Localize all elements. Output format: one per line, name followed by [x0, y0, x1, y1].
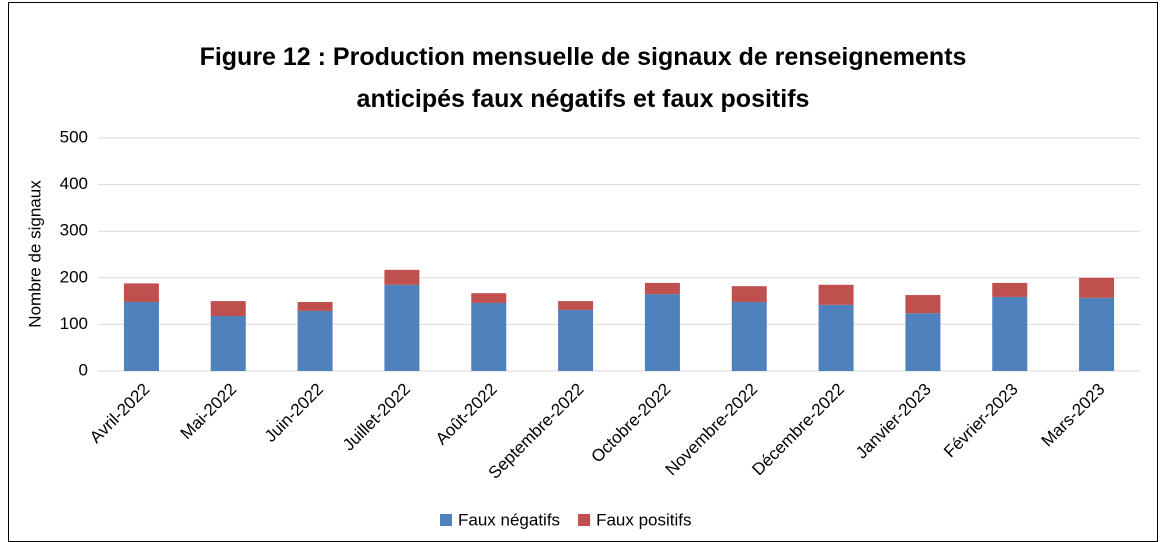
legend-label: Faux négatifs [458, 510, 560, 529]
bar-segment [818, 304, 854, 371]
x-tick-label: Mars-2023 [1038, 380, 1109, 451]
legend-label: Faux positifs [596, 510, 691, 529]
bar-segment [731, 286, 767, 303]
bar-segment [210, 301, 246, 317]
x-tick-label: Avril-2022 [86, 380, 153, 447]
y-tick-label: 0 [79, 360, 88, 379]
x-tick-label: Juin-2022 [261, 380, 327, 446]
bar-segment [123, 302, 159, 371]
legend-swatch [440, 514, 452, 526]
bar-segment [644, 294, 680, 371]
y-tick-label: 400 [60, 174, 88, 193]
bar-segment [731, 302, 767, 371]
legend-swatch [578, 514, 591, 526]
y-tick-label: 200 [60, 267, 88, 286]
x-tick-label: Août-2022 [432, 380, 501, 449]
x-tick-label: Novembre-2022 [662, 380, 762, 480]
chart-title: Figure 12 : Production mensuelle de sign… [199, 43, 967, 113]
y-tick-label: 100 [60, 314, 88, 333]
bar-segment [905, 295, 941, 314]
bar-segment [210, 316, 246, 371]
bar-segment [992, 296, 1028, 371]
x-tick-label: Octobre-2022 [587, 380, 674, 467]
bar-segment [992, 282, 1028, 297]
x-tick-label: Janvier-2023 [852, 380, 935, 463]
x-tick-label: Mai-2022 [177, 380, 241, 444]
y-axis-label: Nombre de signaux [25, 180, 44, 328]
bar-segment [558, 301, 594, 310]
bar-segment [471, 302, 507, 371]
y-tick-label: 500 [60, 127, 88, 146]
x-tick-label: Décembre-2022 [748, 380, 848, 480]
bar-segment [558, 309, 594, 371]
bar-segment [297, 310, 333, 371]
bar-segment [297, 302, 333, 311]
bar-segment [1079, 297, 1115, 371]
x-tick-label: Juillet-2022 [339, 380, 414, 455]
bar-segment [905, 313, 941, 371]
bar-segment [384, 284, 420, 371]
bar-segment [644, 282, 680, 295]
x-tick-label: Février-2023 [940, 380, 1022, 462]
y-tick-label: 300 [60, 221, 88, 240]
bar-segment [1079, 277, 1115, 298]
bar-segment [384, 269, 420, 285]
bar-segment [123, 283, 159, 303]
bar-segment [471, 293, 507, 303]
x-tick-label: Septembre-2022 [485, 380, 588, 483]
bar-segment [818, 284, 854, 305]
